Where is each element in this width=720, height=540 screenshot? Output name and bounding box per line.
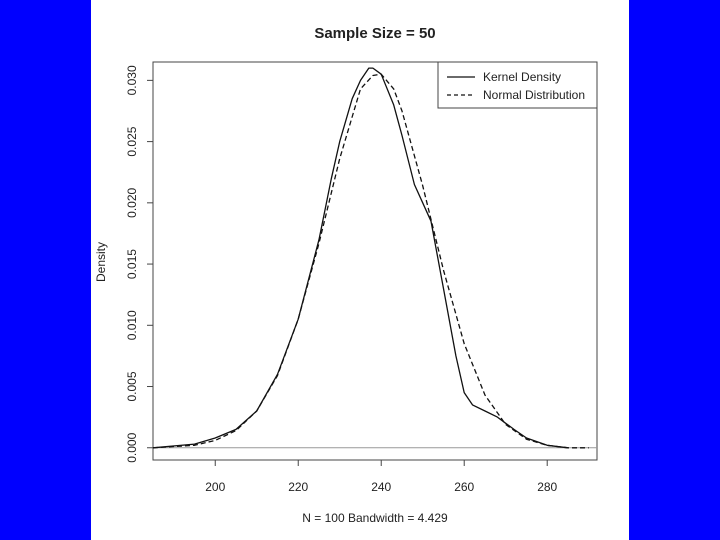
x-axis: 200 220 240 260 280 <box>205 460 558 494</box>
x-axis-label: N = 100 Bandwidth = 4.429 <box>302 511 448 525</box>
legend: Kernel Density Normal Distribution <box>437 61 598 109</box>
legend-box <box>437 61 598 109</box>
chart-title: Sample Size = 50 <box>314 25 435 42</box>
x-tick-label: 220 <box>288 480 308 494</box>
legend-label-normal: Normal Distribution <box>483 88 585 102</box>
series-layer <box>152 67 589 449</box>
y-tick-label: 0.025 <box>125 126 139 156</box>
x-tick-label: 280 <box>537 480 557 494</box>
y-axis: 0.000 0.005 0.010 0.015 0.020 0.025 0.030 <box>125 65 153 463</box>
y-tick-label: 0.015 <box>125 249 139 279</box>
plot-frame <box>152 61 598 461</box>
y-tick-label: 0.010 <box>125 310 139 340</box>
kernel-density-line <box>152 67 569 449</box>
legend-label-kernel: Kernel Density <box>483 70 561 84</box>
x-tick-label: 260 <box>454 480 474 494</box>
normal-distribution-line <box>152 73 589 449</box>
x-tick-label: 200 <box>205 480 225 494</box>
y-tick-label: 0.020 <box>125 187 139 217</box>
x-tick-label: 240 <box>371 480 391 494</box>
y-tick-label: 0.005 <box>125 371 139 401</box>
y-tick-label: 0.030 <box>125 65 139 95</box>
y-axis-label: Density <box>94 242 108 282</box>
y-tick-label: 0.000 <box>125 432 139 462</box>
